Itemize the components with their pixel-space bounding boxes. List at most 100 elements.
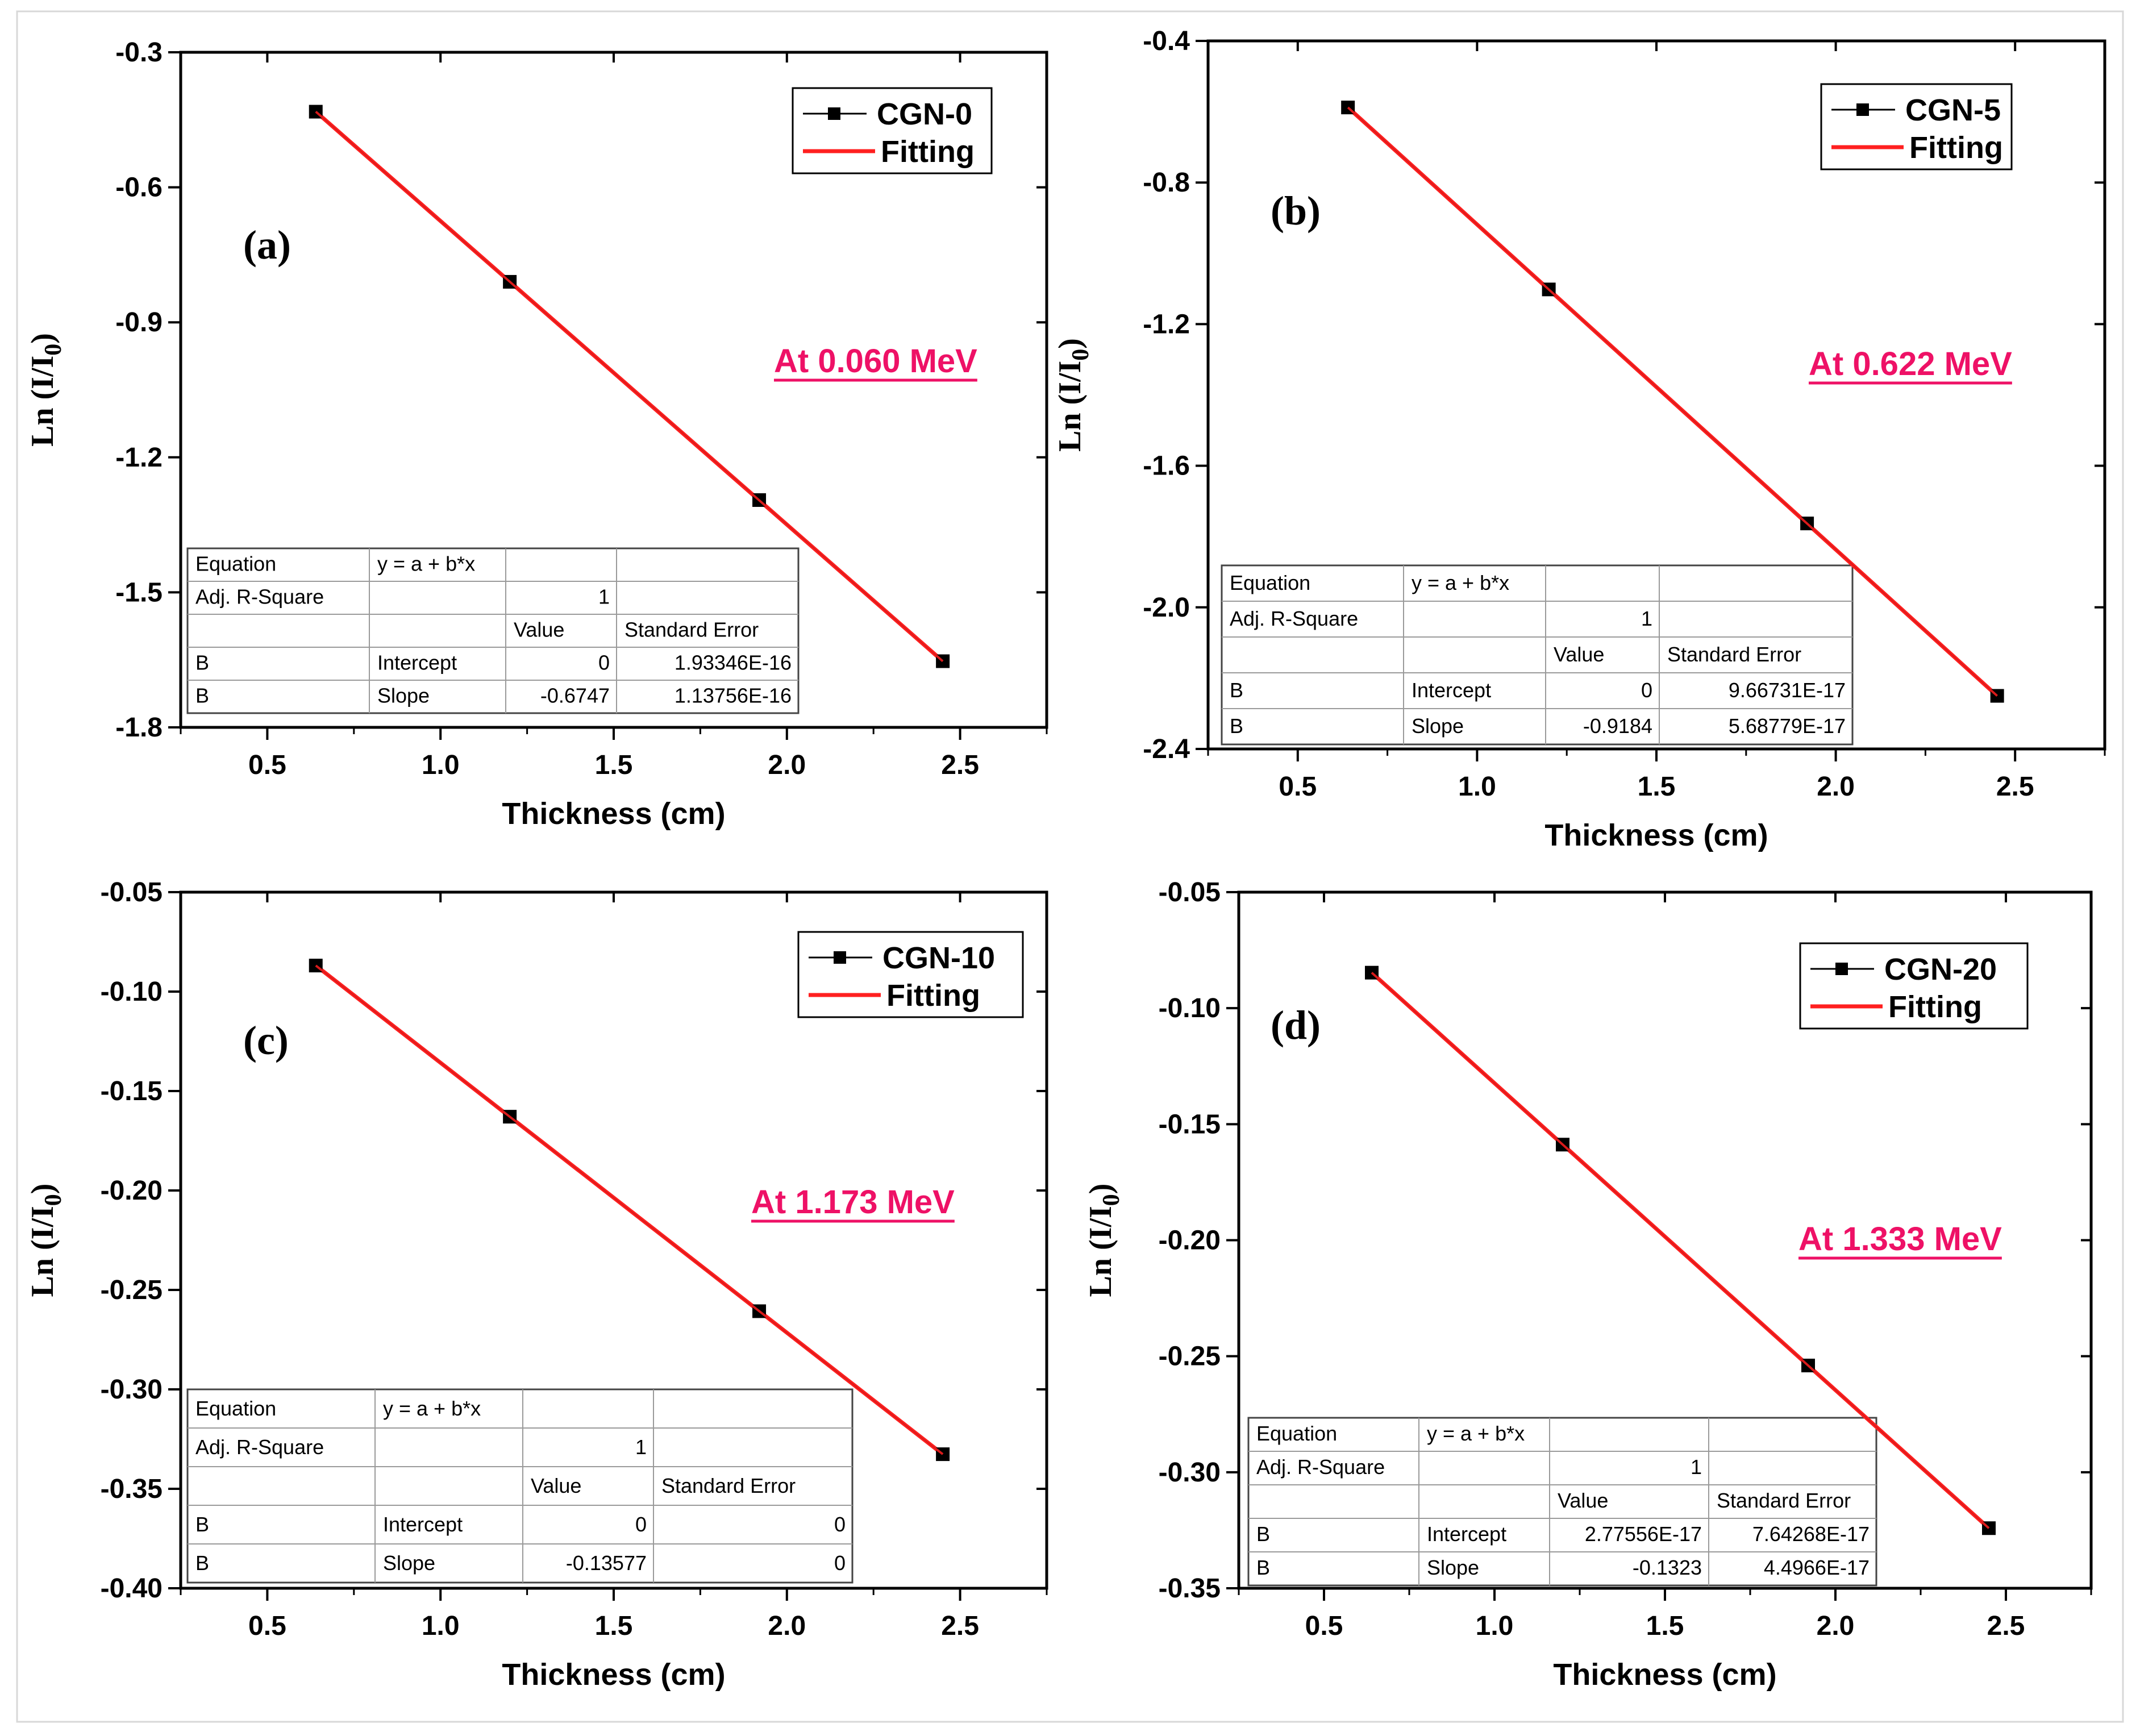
x-tick-label: 2.5 (1987, 1611, 2025, 1641)
legend-box (1799, 942, 2029, 1030)
fit-table-cell: Value (1558, 1489, 1608, 1512)
fit-table-cell: B (1256, 1556, 1270, 1579)
energy-annotation: At 1.333 MeV (1798, 1221, 2002, 1258)
y-tick-label: -0.25 (101, 1275, 163, 1305)
x-tick-label: 1.0 (422, 750, 460, 780)
x-tick-label: 0.5 (248, 750, 286, 780)
panel-label: (c) (243, 1018, 289, 1063)
y-tick-label: -0.6 (115, 173, 163, 203)
chart-panel: 0.5 1.0 1.5 2.0 2.5 -0.05 -0.10 -0.15 -0.20 -0.25… (1083, 877, 2093, 1692)
fit-table-cell: Intercept (1412, 678, 1491, 702)
fit-table-cell: Standard Error (1717, 1489, 1851, 1512)
legend: CGN-0 Fitting (792, 87, 993, 174)
y-axis-title-subscript: 0 (40, 1194, 66, 1206)
y-axis-title-subscript: 0 (1098, 1194, 1125, 1206)
fit-line-overlay (315, 964, 944, 1455)
legend-series-label: CGN-0 (877, 97, 972, 131)
fit-table-cell: B (1256, 1522, 1270, 1546)
y-tick-label: -0.20 (1159, 1226, 1221, 1256)
legend-fit-label: Fitting (886, 979, 980, 1013)
x-tick-label: 1.5 (1638, 772, 1676, 802)
y-axis-title: Ln (I/I0) (25, 1184, 66, 1297)
y-tick-label: -0.8 (1143, 168, 1190, 198)
panel-label: (b) (1271, 188, 1321, 234)
x-tick-label: 2.5 (941, 750, 979, 780)
y-tick-label: -1.6 (1143, 451, 1190, 481)
chart-panel: 0.5 1.0 1.5 2.0 2.5 -0.05 -0.10 -0.15 -0.20 -0.25… (25, 877, 1048, 1692)
fit-table-cell: Standard Error (1667, 643, 1801, 666)
chart-panel: 0.5 1.0 1.5 2.0 2.5 -0.3 -0.6 -0.9 -1.2 -1.5 -1.8 T… (25, 38, 1048, 831)
fit-table-cell: Slope (1427, 1556, 1479, 1579)
x-tick-label: 2.0 (1817, 1611, 1855, 1641)
y-axis-title-close: ) (1052, 338, 1088, 349)
fit-table-cell: Value (514, 618, 564, 641)
y-axis-title-subscript: 0 (40, 344, 66, 356)
fit-table: Equation y = a + b*x Adj. R-Square 1 Value St… (1221, 564, 1854, 746)
fit-table-cell: 7.64268E-17 (1752, 1522, 1870, 1546)
fit-table-cell: Adj. R-Square (195, 1435, 324, 1459)
y-axis-title-close: ) (1083, 1184, 1118, 1194)
legend: CGN-5 Fitting (1820, 83, 2013, 170)
fit-table-cell: Intercept (1427, 1522, 1506, 1546)
fit-table-cell: Value (1554, 643, 1604, 666)
fit-table-cell: Intercept (383, 1513, 463, 1536)
fit-table-cell: y = a + b*x (383, 1397, 481, 1420)
y-tick-label: -0.10 (1159, 993, 1221, 1023)
x-tick-label: 1.0 (422, 1611, 460, 1641)
energy-annotation: At 1.173 MeV (751, 1184, 955, 1221)
y-axis-title-main: Ln (I/I (25, 356, 60, 447)
y-axis-title-subscript: 0 (1068, 349, 1094, 361)
fit-table-cell: 0 (1641, 678, 1652, 702)
y-tick-label: -0.15 (101, 1076, 163, 1106)
fit-table-cell: 1 (1691, 1455, 1702, 1479)
fit-table-cell: Equation (195, 552, 276, 575)
legend-series-label: CGN-20 (1884, 952, 1997, 986)
y-axis-title: Ln (I/I0) (1083, 1184, 1125, 1297)
fit-table-cell: Equation (1256, 1422, 1337, 1445)
fit-table-cell: 0 (834, 1513, 846, 1536)
y-tick-label: -2.4 (1143, 734, 1190, 764)
panel-label: (d) (1271, 1002, 1321, 1048)
legend-series-marker (828, 107, 840, 120)
x-tick-label: 0.5 (248, 1611, 286, 1641)
legend-box (792, 87, 993, 174)
fit-table-cell: Value (531, 1474, 581, 1497)
fit-table-border (186, 547, 800, 714)
legend-series-label: CGN-5 (1905, 93, 2001, 127)
energy-annotation: At 0.060 MeV (774, 343, 977, 380)
x-tick-label: 2.5 (941, 1611, 979, 1641)
y-tick-label: -0.40 (101, 1573, 163, 1604)
fit-table-border (1247, 1417, 1877, 1587)
fit-table-cell: 5.68779E-17 (1729, 714, 1846, 738)
y-tick-label: -1.2 (1143, 309, 1190, 339)
fit-table-cell: 1.13756E-16 (675, 684, 792, 707)
y-axis-title-close: ) (25, 333, 60, 344)
energy-annotation: At 0.622 MeV (1809, 345, 2012, 382)
fit-table-cell: Intercept (377, 651, 457, 674)
fit-table: Equation y = a + b*x Adj. R-Square 1 Value St… (186, 1388, 853, 1584)
fit-table-cell: Equation (1230, 571, 1310, 594)
legend-series-marker (1856, 103, 1869, 116)
fit-table-cell: Slope (377, 684, 430, 707)
legend-fit-label: Fitting (1909, 131, 2003, 165)
legend-box (1820, 83, 2013, 170)
fit-table-cell: y = a + b*x (1427, 1422, 1525, 1445)
y-axis-title-main: Ln (I/I (25, 1206, 60, 1297)
fit-table-cell: Adj. R-Square (1230, 607, 1358, 630)
y-axis-title: Ln (I/I0) (1052, 338, 1094, 452)
fit-table-cell: 1 (635, 1435, 647, 1459)
y-tick-label: -2.0 (1143, 593, 1190, 623)
x-axis-title: Thickness (cm) (502, 1658, 725, 1692)
fit-table-cell: B (195, 651, 209, 674)
y-tick-label: -0.9 (115, 307, 163, 338)
fit-table-cell: Slope (383, 1551, 435, 1575)
fit-table-cell: 0 (635, 1513, 647, 1536)
y-tick-label: -0.20 (101, 1176, 163, 1206)
fit-table-cell: 1 (1641, 607, 1652, 630)
fit-table-cell: 1 (598, 585, 610, 608)
fit-table-cell: 2.77556E-17 (1585, 1522, 1702, 1546)
legend-series-label: CGN-10 (882, 941, 995, 975)
fit-line-overlay (315, 111, 944, 663)
y-tick-label: -0.4 (1143, 26, 1190, 56)
